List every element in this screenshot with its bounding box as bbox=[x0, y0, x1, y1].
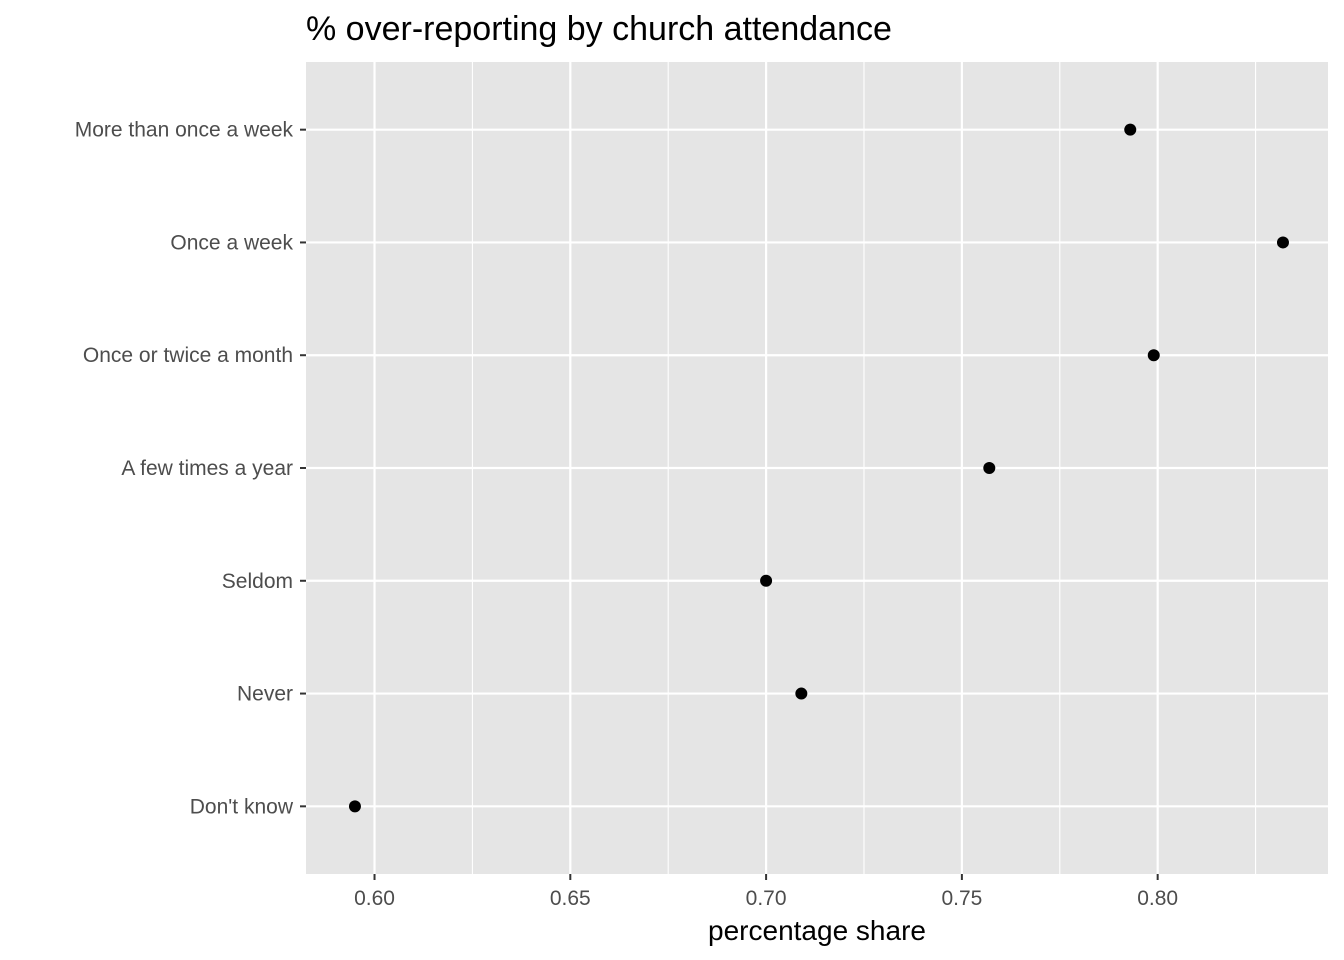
x-tick-label: 0.65 bbox=[550, 887, 591, 910]
y-tick-label: A few times a year bbox=[121, 457, 293, 480]
x-tick-label: 0.80 bbox=[1137, 887, 1178, 910]
data-points bbox=[348, 123, 1289, 813]
data-point bbox=[795, 687, 808, 700]
data-point bbox=[983, 462, 996, 474]
x-tick-label: 0.75 bbox=[941, 887, 982, 910]
data-point bbox=[348, 800, 361, 813]
x-tick-label: 0.70 bbox=[746, 887, 787, 910]
y-axis: More than once a week Once a week Once or … bbox=[75, 119, 306, 818]
x-axis-label: percentage share bbox=[708, 915, 926, 946]
grid-major bbox=[306, 62, 1328, 874]
y-tick-label: Once or twice a month bbox=[83, 344, 293, 367]
y-tick-label: Don't know bbox=[190, 795, 294, 818]
y-tick-label: Never bbox=[237, 683, 293, 706]
data-point bbox=[760, 574, 773, 587]
data-point bbox=[1276, 236, 1289, 249]
x-axis: 0.60 0.65 0.70 0.75 0.80 bbox=[354, 874, 1178, 910]
y-tick-label: Seldom bbox=[222, 570, 293, 593]
y-tick-label: Once a week bbox=[170, 231, 293, 254]
data-point bbox=[1124, 123, 1137, 136]
x-tick-label: 0.60 bbox=[354, 887, 395, 910]
chart-title: % over-reporting by church attendance bbox=[306, 10, 892, 48]
data-point bbox=[1147, 349, 1160, 362]
y-tick-label: More than once a week bbox=[75, 119, 294, 142]
